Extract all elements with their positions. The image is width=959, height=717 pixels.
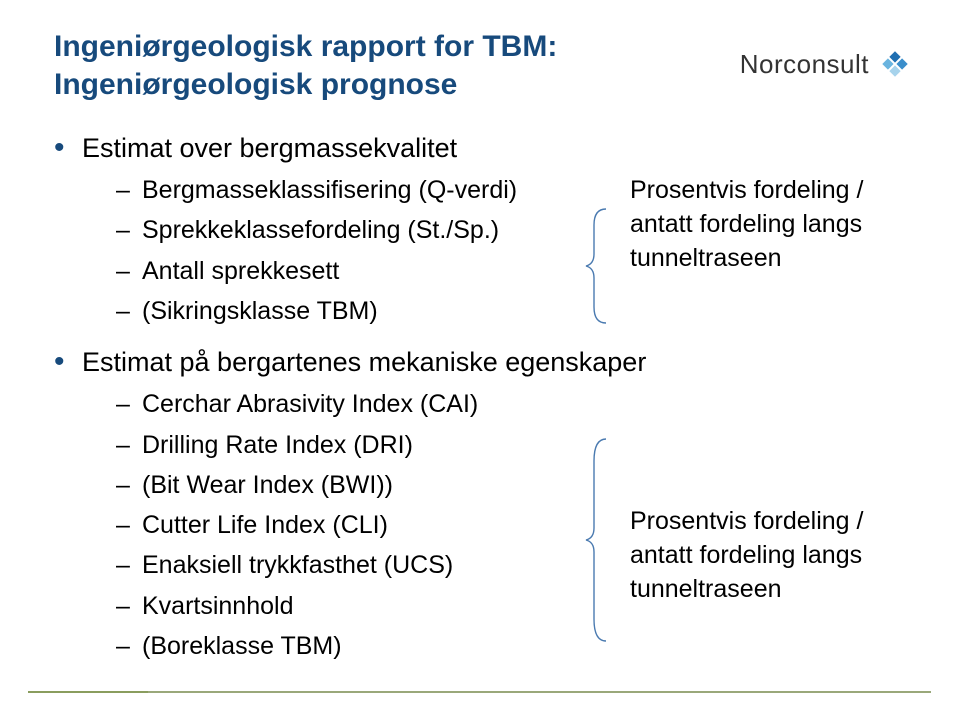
sub-text: Cerchar Abrasivity Index (CAI)	[142, 386, 478, 422]
list-item: –(Sikringsklasse TBM)	[116, 293, 905, 329]
dash-icon: –	[116, 386, 142, 422]
sub-text: Bergmasseklassifisering (Q-verdi)	[142, 172, 517, 208]
slide: Ingeniørgeologisk rapport for TBM: Ingen…	[0, 0, 959, 717]
annotation-1: Prosentvis fordeling / antatt fordeling …	[630, 174, 863, 275]
annotation-2-line1: Prosentvis fordeling /	[630, 505, 863, 539]
sub-text: (Sikringsklasse TBM)	[142, 293, 378, 329]
bullet-2-text: Estimat på bergartenes mekaniske egenska…	[82, 343, 646, 382]
logo: Norconsult	[740, 46, 913, 82]
dash-icon: –	[116, 253, 142, 289]
annotation-2: Prosentvis fordeling / antatt fordeling …	[630, 505, 863, 606]
footer-divider-accent	[28, 691, 148, 693]
dash-icon: –	[116, 212, 142, 248]
list-item: –Drilling Rate Index (DRI)	[116, 427, 905, 463]
list-item: –Cerchar Abrasivity Index (CAI)	[116, 386, 905, 422]
dash-icon: –	[116, 547, 142, 583]
dash-icon: –	[116, 293, 142, 329]
sub-text: (Bit Wear Index (BWI))	[142, 467, 393, 503]
annotation-1-line3: tunneltraseen	[630, 242, 863, 276]
footer-divider	[28, 691, 931, 693]
sub-text: Kvartsinnhold	[142, 588, 293, 624]
annotation-1-line1: Prosentvis fordeling /	[630, 174, 863, 208]
content: • Estimat over bergmassekvalitet –Bergma…	[54, 129, 905, 664]
logo-word: Norconsult	[740, 49, 869, 80]
sub-text: (Boreklasse TBM)	[142, 628, 342, 664]
sub-text: Cutter Life Index (CLI)	[142, 507, 388, 543]
sub-text: Antall sprekkesett	[142, 253, 339, 289]
dash-icon: –	[116, 507, 142, 543]
dash-icon: –	[116, 628, 142, 664]
logo-mark-icon	[877, 46, 913, 82]
bullet-2: • Estimat på bergartenes mekaniske egens…	[54, 343, 905, 382]
annotation-2-line2: antatt fordeling langs	[630, 539, 863, 573]
annotation-2-line3: tunneltraseen	[630, 573, 863, 607]
dash-icon: –	[116, 588, 142, 624]
dash-icon: –	[116, 427, 142, 463]
list-item: –(Bit Wear Index (BWI))	[116, 467, 905, 503]
bullet-dot-icon: •	[54, 343, 82, 381]
sub-text: Sprekkeklassefordeling (St./Sp.)	[142, 212, 499, 248]
bullet-1-text: Estimat over bergmassekvalitet	[82, 129, 457, 168]
list-item: –(Boreklasse TBM)	[116, 628, 905, 664]
sub-text: Drilling Rate Index (DRI)	[142, 427, 413, 463]
bullet-dot-icon: •	[54, 129, 82, 167]
sub-text: Enaksiell trykkfasthet (UCS)	[142, 547, 453, 583]
dash-icon: –	[116, 172, 142, 208]
annotation-1-line2: antatt fordeling langs	[630, 208, 863, 242]
bullet-1: • Estimat over bergmassekvalitet	[54, 129, 905, 168]
dash-icon: –	[116, 467, 142, 503]
